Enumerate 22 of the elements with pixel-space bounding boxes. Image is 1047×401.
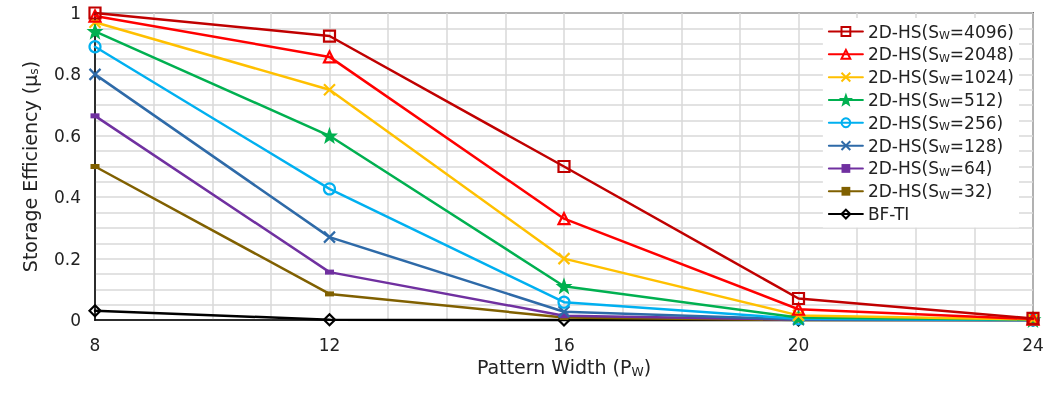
y-tick-label: 0.2 — [53, 248, 81, 269]
y-tick-label: 0.6 — [53, 125, 81, 146]
x-axis-title: Pattern Width (PW) — [476, 356, 652, 379]
legend-label: 2D-HS(SW=1024) — [867, 67, 1014, 88]
y-tick-label: 0.4 — [53, 187, 81, 208]
legend-label: 2D-HS(SW=256) — [867, 112, 1004, 134]
x-tick-label: 12 — [318, 334, 341, 355]
legend-label: BF-TI — [867, 204, 910, 225]
y-tick-label: 0.8 — [53, 64, 81, 85]
legend-label: 2D-HS(SW=4096) — [867, 21, 1014, 42]
y-tick-label: 0 — [70, 310, 81, 330]
legend-label: 2D-HS(SW=2048) — [867, 44, 1014, 65]
legend-label: 2D-HS(SW=128) — [867, 135, 1004, 156]
legend-label: 2D-HS(SW=512) — [867, 89, 1004, 111]
x-tick-label: 24 — [1022, 334, 1044, 355]
legend-label: 2D-HS(SW=32) — [867, 181, 993, 202]
x-tick-label: 20 — [787, 334, 810, 355]
y-tick-label: 1 — [70, 3, 81, 23]
y-axis-title: Storage Efficiency (μs) — [18, 60, 41, 273]
x-tick-label: 16 — [553, 334, 575, 355]
x-tick-label: 8 — [89, 334, 101, 355]
legend-label: 2D-HS(SW=64) — [867, 158, 993, 179]
